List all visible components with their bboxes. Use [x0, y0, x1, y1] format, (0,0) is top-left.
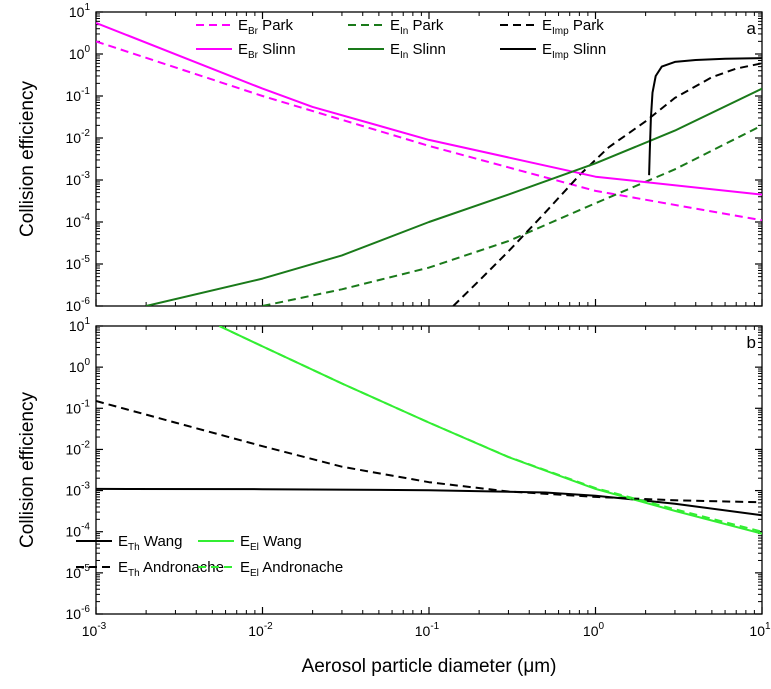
series-line-EIn_Slinn [145, 87, 762, 306]
series-line-EBr_Park [96, 40, 762, 222]
series-line-EImp_Slinn [648, 57, 762, 176]
legend-label-EImp_Slinn: EImp Slinn [542, 41, 606, 61]
legend-label-ETh_Wang: ETh Wang [118, 533, 182, 553]
legend-label-EIn_Park: EIn Park [390, 17, 444, 37]
x-tick-label: 10-2 [248, 621, 273, 639]
y-tick-label: 10-4 [66, 212, 91, 230]
chart-panel-b: 10-6 10-5 10-4 10-3 10-2 10-1 100 101 10-3 10-2 10… [17, 316, 771, 677]
y-tick-label: 10-6 [66, 296, 91, 314]
series-line-EIn_Park [262, 124, 762, 306]
panel-letter: b [747, 333, 756, 352]
legend-label-EBr_Park: EBr Park [238, 17, 294, 37]
series-line-ETh_Wang [96, 487, 762, 517]
y-tick-label: 10-6 [66, 604, 91, 622]
y-tick-label: 10-2 [66, 128, 91, 146]
x-axis-label: Aerosol particle diameter (μm) [302, 656, 557, 677]
y-tick-label: 10-2 [66, 439, 91, 457]
legend-label-EBr_Slinn: EBr Slinn [238, 41, 296, 61]
legend-label-EImp_Park: EImp Park [542, 17, 604, 37]
legend-label-EEl_Wang: EEl Wang [240, 533, 302, 553]
series-line-EBr_Slinn [96, 21, 762, 196]
legend: ETh Wang EEl Wang ETh Andronache EEl Andron… [76, 533, 343, 579]
y-tick-label: 10-1 [66, 398, 91, 416]
y-tick-label: 101 [69, 2, 91, 20]
series-line-ETh_Andronache [96, 400, 762, 504]
y-tick-label: 10-4 [66, 522, 91, 540]
y-tick-label: 10-5 [66, 563, 91, 581]
series-line-EImp_Park [452, 62, 762, 306]
series-line-EEl_Andronache [218, 326, 762, 533]
x-tick-label: 101 [749, 621, 771, 639]
chart-panel-a: 10-6 10-5 10-4 10-3 10-2 10-1 100 101 a Collision… [17, 2, 763, 314]
y-tick-label: 10-3 [66, 170, 91, 188]
y-tick-label: 10-1 [66, 86, 91, 104]
y-axis-label: Collision efficiency [17, 392, 38, 548]
y-tick-label: 10-3 [66, 481, 91, 499]
panel-letter: a [747, 19, 757, 38]
y-tick-label: 101 [69, 316, 91, 334]
legend: EBr Park EIn Park EImp Park EBr Slinn EIn Sl… [196, 17, 606, 61]
y-axis-label: Collision efficiency [17, 81, 38, 237]
legend-label-ETh_Andronache: ETh Andronache [118, 559, 224, 579]
series-group [96, 326, 762, 535]
x-tick-label: 100 [583, 621, 605, 639]
y-tick-label: 100 [69, 357, 91, 375]
y-tick-label: 100 [69, 44, 91, 62]
x-tick-label: 10-1 [415, 621, 440, 639]
x-tick-label: 10-3 [82, 621, 107, 639]
legend-label-EEl_Andronache: EEl Andronache [240, 559, 343, 579]
series-group [96, 21, 762, 306]
series-line-EEl_Wang [218, 326, 762, 535]
legend-label-EIn_Slinn: EIn Slinn [390, 41, 446, 61]
y-tick-label: 10-5 [66, 254, 91, 272]
